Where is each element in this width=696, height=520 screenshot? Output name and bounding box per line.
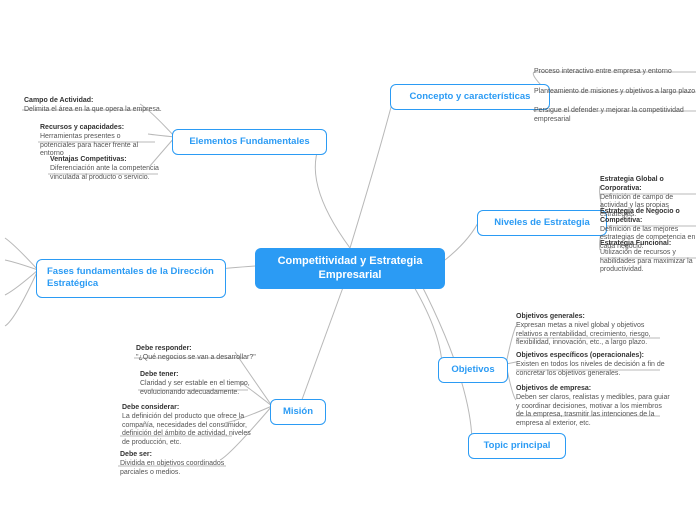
branch-elementos[interactable]: Elementos Fundamentales: [172, 129, 327, 155]
leaf-mision-3: Debe ser:Dividida en objetivos coordinad…: [120, 451, 250, 477]
leaf-concepto-1: Planteamiento de misiones y objetivos a …: [534, 88, 695, 97]
leaf-concepto-2: Persigue el defender y mejorar la compet…: [534, 107, 696, 125]
branch-mision[interactable]: Misión: [270, 399, 326, 425]
leaf-concepto-0: Proceso interactivo entre empresa y ento…: [534, 68, 672, 77]
leaf-mision-0: Debe responder:"¿Qué negocios se van a d…: [136, 345, 256, 363]
leaf-mision-2: Debe considerar:La definición del produc…: [122, 404, 257, 448]
branch-fases[interactable]: Fases fundamentales de la Dirección Estr…: [36, 259, 226, 298]
leaf-objetivos-2: Objetivos de empresa:Deben ser claros, r…: [516, 385, 671, 429]
center-node[interactable]: Competitividad y Estrategia Empresarial: [255, 248, 445, 289]
branch-topic[interactable]: Topic principal: [468, 433, 566, 459]
leaf-objetivos-0: Objetivos generales:Expresan metas a niv…: [516, 313, 666, 348]
leaf-elementos-0: Campo de Actividad:Delimita el área en l…: [24, 97, 162, 115]
branch-concepto[interactable]: Concepto y características: [390, 84, 550, 110]
leaf-elementos-1: Recursos y capacidades:Herramientas pres…: [40, 124, 155, 159]
leaf-mision-1: Debe tener:Claridad y ser estable en el …: [140, 371, 250, 397]
leaf-elementos-2: Ventajas Competitivas:Diferenciación ant…: [50, 156, 160, 182]
branch-objetivos[interactable]: Objetivos: [438, 357, 508, 383]
leaf-niveles-2: Estrategia Funcional:Utilización de recu…: [600, 240, 696, 275]
branch-niveles[interactable]: Niveles de Estrategia: [477, 210, 607, 236]
leaf-objetivos-1: Objetivos específicos (operacionales):Ex…: [516, 352, 666, 378]
